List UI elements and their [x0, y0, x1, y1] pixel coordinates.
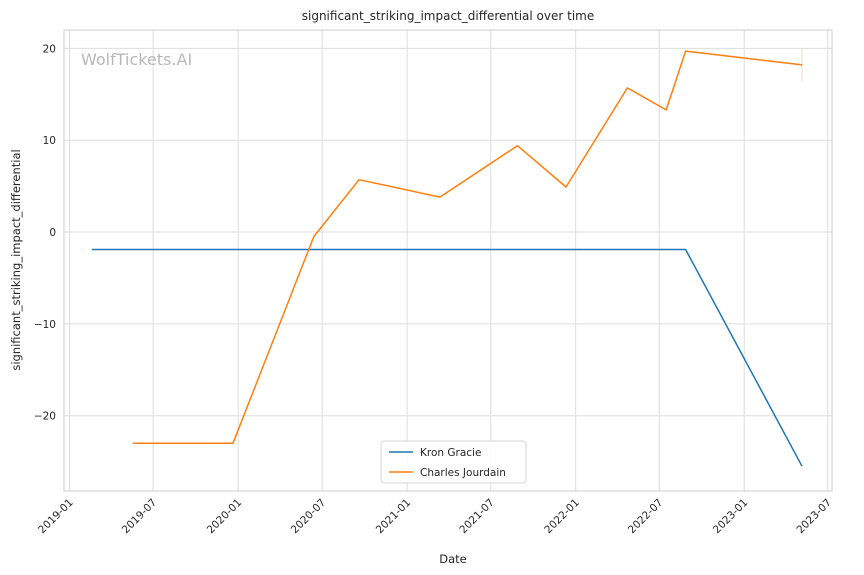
x-tick-labels: 2019-01 2019-07 2020-01 2020-07 2021-01 2021-… [36, 497, 834, 537]
y-tick-labels: −20 −10 0 10 20 [34, 43, 56, 422]
x-tick-label: 2019-07 [120, 497, 160, 537]
x-tick-label: 2023-07 [794, 497, 834, 537]
x-tick-label: 2023-01 [711, 497, 751, 537]
x-tick-label: 2021-01 [374, 497, 414, 537]
grid [64, 30, 832, 491]
plot-frame [63, 29, 833, 492]
x-tick-label: 2019-01 [36, 497, 76, 537]
y-tick-label: 0 [49, 227, 56, 239]
y-tick-label: 10 [43, 135, 56, 147]
x-axis-title: Date [439, 552, 467, 566]
chart-title: significant_striking_impact_differential… [302, 9, 594, 23]
legend: Kron Gracie Charles Jourdain [380, 440, 527, 484]
legend-label: Kron Gracie [420, 447, 481, 459]
y-tick-label: −10 [34, 319, 56, 331]
y-axis-title: significant_striking_impact_differential [9, 149, 23, 370]
series-group [91, 48, 803, 467]
plot-background [64, 30, 832, 491]
x-tick-label: 2020-07 [289, 497, 329, 537]
series-line-1 [132, 50, 803, 444]
y-tick-label: 20 [43, 43, 56, 55]
legend-label: Charles Jourdain [420, 467, 506, 479]
y-tick-label: −20 [34, 411, 56, 423]
x-tick-label: 2022-07 [626, 497, 666, 537]
legend-box [380, 440, 527, 484]
series-line-0 [91, 248, 803, 467]
x-tick-label: 2021-07 [457, 497, 497, 537]
x-tick-label: 2020-01 [205, 497, 245, 537]
x-tick-label: 2022-01 [542, 497, 582, 537]
watermark: WolfTickets.AI [81, 50, 192, 69]
